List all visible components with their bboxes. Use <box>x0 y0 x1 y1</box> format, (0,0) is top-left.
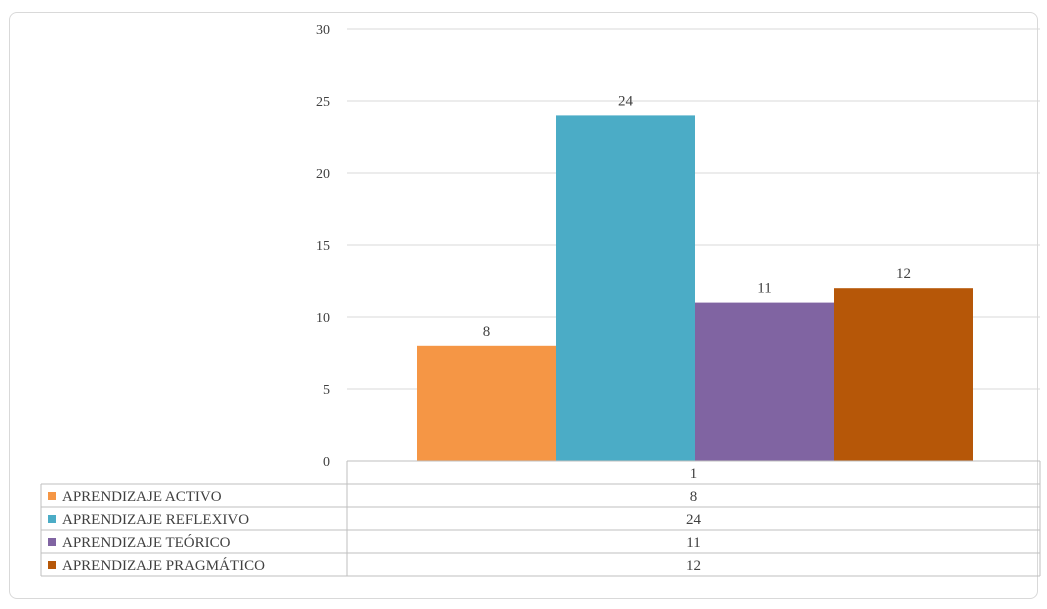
bar <box>834 288 973 461</box>
table-value: 8 <box>690 489 698 505</box>
legend-series-name: APRENDIZAJE PRAGMÁTICO <box>62 557 265 574</box>
data-table: 1 APRENDIZAJE ACTIVO 8 APRENDIZAJE REFLEXIV… <box>40 460 1041 577</box>
bar-data-label: 8 <box>483 324 491 340</box>
legend-key <box>48 561 56 569</box>
table-value: 12 <box>686 558 701 574</box>
bar-data-label: 24 <box>618 93 634 109</box>
legend-series-name: APRENDIZAJE REFLEXIVO <box>62 512 249 528</box>
bars <box>417 115 973 462</box>
legend-series-name: APRENDIZAJE TEÓRICO <box>62 534 231 551</box>
y-tick-label: 10 <box>316 311 330 326</box>
bar <box>417 345 556 461</box>
legend-key <box>48 538 56 546</box>
legend-key <box>48 515 56 523</box>
table-value: 24 <box>686 512 702 528</box>
legend-series-name: APRENDIZAJE ACTIVO <box>62 489 222 505</box>
y-tick-label: 15 <box>316 239 330 254</box>
y-tick-label: 30 <box>316 23 330 38</box>
y-tick-label: 5 <box>323 383 330 398</box>
bar <box>556 115 695 462</box>
bar <box>695 302 834 461</box>
y-tick-label: 25 <box>316 95 330 110</box>
y-tick-label: 0 <box>323 455 330 470</box>
table-value: 11 <box>686 535 700 551</box>
category-label: 1 <box>690 466 698 482</box>
bar-data-label: 11 <box>757 281 771 297</box>
bar-data-label: 12 <box>896 266 911 282</box>
y-tick-label: 20 <box>316 167 330 182</box>
legend-key <box>48 492 56 500</box>
data-labels: 8 24 11 12 <box>483 93 911 339</box>
y-axis-ticks: 0 5 10 15 20 25 30 <box>316 23 330 470</box>
